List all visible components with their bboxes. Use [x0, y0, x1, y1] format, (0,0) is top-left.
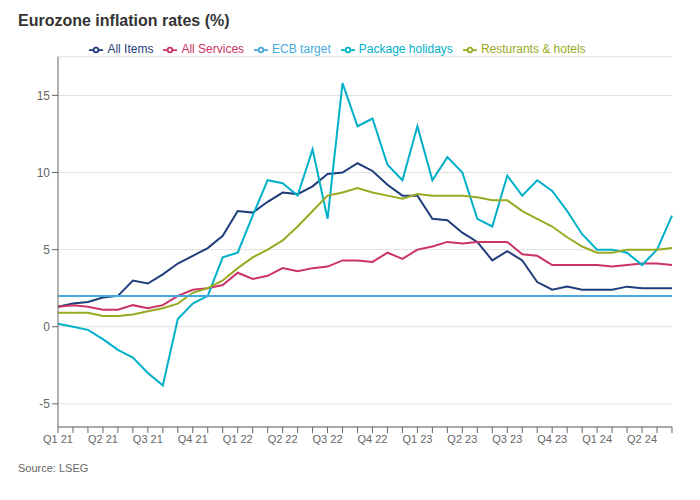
- svg-text:Q2 24: Q2 24: [627, 433, 657, 445]
- svg-text:Q3 23: Q3 23: [492, 433, 522, 445]
- svg-text:Q4 23: Q4 23: [537, 433, 567, 445]
- svg-text:0: 0: [43, 320, 50, 334]
- html-text:Source: LSEG: Source: LSEG: [18, 462, 89, 474]
- svg-text:Q3 21: Q3 21: [133, 433, 163, 445]
- svg-text:Q1 22: Q1 22: [223, 433, 253, 445]
- svg-text:Q4 21: Q4 21: [178, 433, 208, 445]
- svg-text:Q2 21: Q2 21: [88, 433, 118, 445]
- svg-text:15: 15: [37, 89, 51, 103]
- html-text:ECB target: ECB target: [272, 42, 331, 56]
- svg-text:5: 5: [43, 243, 50, 257]
- html-text:All Services: All Services: [181, 42, 245, 56]
- html-text:All Items: All Items: [107, 42, 154, 56]
- svg-text:10: 10: [37, 166, 51, 180]
- svg-text:Q1 21: Q1 21: [43, 433, 73, 445]
- html-text:Eurozone inflation rates (%): Eurozone inflation rates (%): [18, 12, 230, 29]
- svg-text:Q3 22: Q3 22: [313, 433, 343, 445]
- html-text:Package holidays: Package holidays: [358, 42, 453, 56]
- html-text:Resturants & hotels: Resturants & hotels: [480, 42, 586, 56]
- svg-text:Q2 22: Q2 22: [268, 433, 298, 445]
- svg-text:Q2 23: Q2 23: [447, 433, 477, 445]
- svg-text:Q4 22: Q4 22: [358, 433, 388, 445]
- svg-text:Q1 24: Q1 24: [582, 433, 612, 445]
- svg-text:-5: -5: [39, 397, 50, 411]
- svg-text:Q1 23: Q1 23: [402, 433, 432, 445]
